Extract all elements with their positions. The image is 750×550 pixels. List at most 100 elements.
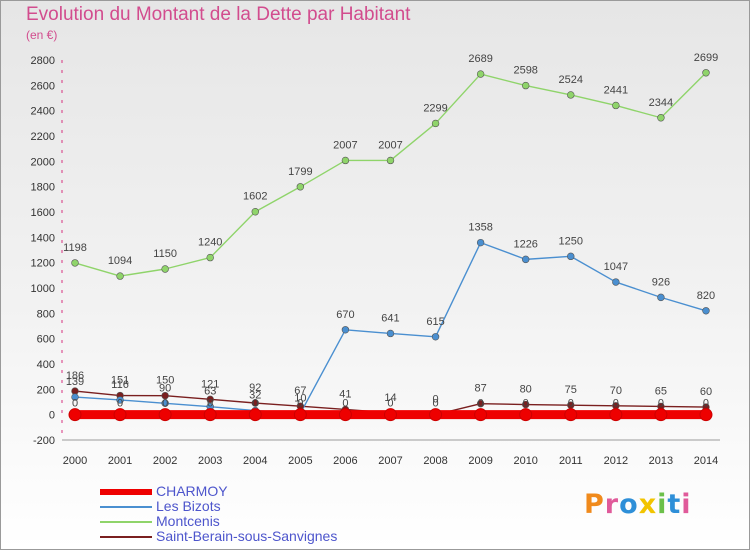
data-label: 0 — [342, 398, 348, 410]
legend-label-charmoy: CHARMOY — [156, 483, 228, 499]
data-point — [521, 81, 530, 90]
data-label: 0 — [568, 398, 574, 410]
data-label: 65 — [655, 385, 667, 397]
y-tick-label: 0 — [49, 410, 55, 422]
data-label: 2007 — [333, 139, 357, 151]
data-label: 820 — [697, 290, 715, 302]
chart-axes: -200020040060080010001200140016001800200… — [31, 55, 720, 467]
y-tick-label: 1600 — [31, 207, 55, 219]
data-point — [251, 208, 259, 216]
x-tick-label: 2004 — [243, 455, 267, 467]
data-label: 41 — [339, 388, 351, 400]
data-point — [386, 329, 395, 338]
data-point — [113, 408, 127, 422]
x-tick-label: 2012 — [604, 455, 628, 467]
x-tick-label: 2008 — [423, 455, 447, 467]
legend-item-saint-berain: Saint-Berain-sous-Sanvignes — [100, 529, 400, 544]
data-label: 615 — [426, 316, 444, 328]
data-label: 0 — [117, 398, 123, 410]
data-point — [657, 114, 665, 122]
data-label: 0 — [297, 398, 303, 410]
y-tick-label: 2800 — [31, 55, 55, 67]
x-tick-label: 2011 — [559, 455, 583, 467]
data-point — [68, 408, 82, 422]
data-point — [386, 156, 395, 165]
data-label: 0 — [478, 398, 484, 410]
y-tick-label: 800 — [37, 308, 55, 320]
data-label: 0 — [72, 398, 78, 410]
data-label: 926 — [652, 276, 670, 288]
data-point — [71, 393, 79, 401]
data-label: 32 — [249, 390, 261, 402]
data-label: 1799 — [288, 166, 312, 178]
x-tick-label: 2014 — [694, 455, 718, 467]
data-label: 1226 — [513, 238, 537, 250]
data-point — [612, 101, 620, 110]
data-label: 151 — [111, 375, 129, 387]
legend-swatch-les-bizots — [100, 506, 152, 508]
data-point — [161, 399, 169, 407]
data-label: 139 — [66, 376, 84, 388]
data-label: 670 — [336, 309, 354, 321]
legend-swatch-montcenis — [100, 521, 152, 523]
data-point — [521, 255, 530, 264]
data-label: 2007 — [378, 139, 402, 151]
y-tick-label: 1400 — [31, 232, 55, 244]
y-tick-label: 200 — [37, 384, 55, 396]
data-label: 150 — [156, 375, 174, 387]
x-tick-label: 2009 — [468, 455, 492, 467]
data-label: 1240 — [198, 237, 222, 249]
data-point — [206, 395, 214, 404]
data-point — [161, 391, 169, 400]
data-label: 641 — [381, 312, 399, 324]
legend-item-charmoy: CHARMOY — [100, 484, 400, 499]
data-label: 1094 — [108, 255, 132, 267]
x-tick-label: 2005 — [288, 455, 312, 467]
data-point — [161, 265, 169, 273]
y-tick-label: 1800 — [31, 182, 55, 194]
data-point — [474, 408, 488, 422]
data-label: 75 — [565, 384, 577, 396]
series-lines — [74, 72, 707, 420]
data-label: 2299 — [423, 102, 447, 114]
data-label: 2524 — [559, 74, 583, 86]
x-tick-label: 2000 — [63, 455, 87, 467]
data-point — [71, 259, 79, 267]
data-point — [248, 408, 262, 422]
data-label: 2441 — [604, 84, 628, 96]
x-tick-label: 2007 — [378, 455, 402, 467]
x-tick-label: 2002 — [153, 455, 177, 467]
legend-swatch-charmoy — [100, 489, 152, 495]
x-tick-label: 2006 — [333, 455, 357, 467]
data-point — [429, 408, 443, 422]
data-label: 1198 — [63, 242, 87, 254]
data-point — [567, 91, 575, 99]
data-point — [158, 408, 172, 422]
data-point — [521, 400, 530, 409]
y-tick-label: 600 — [37, 334, 55, 346]
data-point — [702, 307, 710, 315]
series-points — [68, 69, 713, 422]
data-label: 0 — [387, 398, 393, 410]
data-label: 186 — [66, 370, 84, 382]
x-tick-label: 2003 — [198, 455, 222, 467]
data-point — [293, 408, 307, 422]
data-label: 1358 — [468, 222, 492, 234]
data-point — [702, 69, 710, 77]
data-label: 87 — [475, 383, 487, 395]
data-point — [206, 253, 214, 262]
x-tick-label: 2001 — [108, 455, 132, 467]
data-label: 67 — [294, 385, 306, 397]
data-label: 2598 — [513, 65, 537, 77]
data-point — [296, 183, 305, 191]
legend-item-montcenis: Montcenis — [100, 514, 400, 529]
legend-label-saint-berain: Saint-Berain-sous-Sanvignes — [156, 528, 338, 544]
data-label: 0 — [523, 398, 529, 410]
data-point — [476, 70, 485, 78]
data-label: 0 — [432, 394, 438, 406]
data-label: 0 — [162, 398, 168, 410]
data-label: 70 — [610, 385, 622, 397]
y-tick-label: 400 — [37, 359, 55, 371]
data-label: 80 — [520, 384, 532, 396]
data-point — [383, 408, 397, 422]
